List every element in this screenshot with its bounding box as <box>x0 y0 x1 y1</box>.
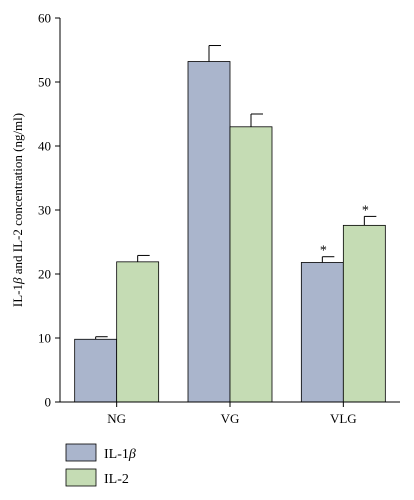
y-tick-label: 20 <box>38 267 51 282</box>
legend-swatch-il1b <box>65 443 97 462</box>
legend-swatch-il2 <box>65 468 97 487</box>
legend-label-il2: IL-2 <box>104 472 129 487</box>
y-tick-label: 0 <box>45 395 52 410</box>
bar-vg-series-0 <box>187 61 231 403</box>
bar-ng-series-0 <box>74 338 118 403</box>
y-axis-title: IL-1β and IL-2 concentration (ng/ml) <box>10 113 25 307</box>
bar-ng-series-1 <box>116 261 160 403</box>
bar-vlg-series-0 <box>300 262 344 403</box>
y-axis-title-part-1: IL-1 <box>10 284 25 307</box>
y-ticks-layer: 0 10 20 30 40 50 60 <box>38 11 60 410</box>
y-tick-label: 10 <box>38 331 51 346</box>
legend-label-il1b-text: IL-1 <box>104 447 129 462</box>
legend-label-il1b-beta: β <box>128 447 136 462</box>
legend-label-il2-text: IL-2 <box>104 472 129 487</box>
bar-vlg-series-1 <box>342 224 386 403</box>
y-tick-label: 30 <box>38 203 51 218</box>
annotations-layer: ** <box>320 203 369 258</box>
x-tick-label-vlg: VLG <box>330 411 357 426</box>
error-bars-layer <box>95 45 377 340</box>
legend-item-il2: IL-2 <box>65 468 129 487</box>
x-ticks-layer: NG VG VLG <box>107 402 357 426</box>
legend-label-il1b: IL-1β <box>104 447 136 462</box>
significance-marker: * <box>320 244 327 259</box>
y-tick-label: 50 <box>38 75 51 90</box>
y-axis-title-part-2: and IL-2 concentration (ng/ml) <box>10 113 25 278</box>
legend: IL-1β IL-2 <box>65 443 136 487</box>
bar-vg-series-1 <box>229 126 273 403</box>
y-tick-label: 60 <box>38 11 51 26</box>
y-axis-title-beta: β <box>10 277 25 285</box>
y-tick-label: 40 <box>38 139 51 154</box>
bars-layer <box>74 61 386 403</box>
x-tick-label-vg: VG <box>221 411 240 426</box>
legend-item-il1b: IL-1β <box>65 443 136 462</box>
x-tick-label-ng: NG <box>107 411 126 426</box>
significance-marker: * <box>362 203 369 218</box>
